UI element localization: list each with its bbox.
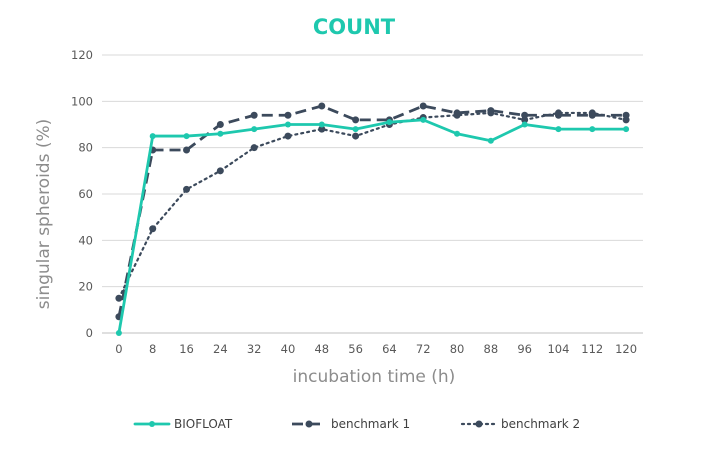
point-benchmark-2-56 bbox=[352, 132, 360, 140]
x-tick-label-88: 88 bbox=[484, 342, 499, 356]
legend-marker-benchmark-2 bbox=[475, 420, 483, 428]
y-tick-label-120: 120 bbox=[71, 48, 93, 62]
series-line-benchmark-2 bbox=[117, 111, 628, 300]
point-biofloat-120 bbox=[623, 126, 630, 133]
y-tick-label-0: 0 bbox=[86, 326, 93, 340]
point-biofloat-112 bbox=[589, 126, 596, 133]
x-tick-label-72: 72 bbox=[416, 342, 431, 356]
legend-label-benchmark-2: benchmark 2 bbox=[501, 417, 580, 431]
legend-item-benchmark-2: benchmark 2 bbox=[460, 417, 580, 431]
x-tick-label-56: 56 bbox=[348, 342, 363, 356]
y-tick-label-80: 80 bbox=[78, 141, 93, 155]
y-tick-label-40: 40 bbox=[78, 233, 93, 247]
y-tick-label-20: 20 bbox=[78, 280, 93, 294]
point-benchmark-1-96 bbox=[521, 111, 529, 119]
point-benchmark-1-32 bbox=[250, 111, 258, 119]
point-benchmark-1-80 bbox=[453, 109, 461, 117]
point-biofloat-48 bbox=[318, 121, 325, 128]
point-biofloat-96 bbox=[521, 121, 528, 128]
series-line-benchmark-1 bbox=[117, 104, 627, 318]
x-tick-label-104: 104 bbox=[547, 342, 569, 356]
series-lines bbox=[115, 102, 630, 336]
point-benchmark-2-48 bbox=[318, 125, 326, 133]
x-tick-label-112: 112 bbox=[581, 342, 603, 356]
point-benchmark-1-72 bbox=[419, 102, 427, 110]
legend-label-benchmark-1: benchmark 1 bbox=[331, 417, 410, 431]
point-benchmark-2-16 bbox=[183, 185, 191, 193]
point-biofloat-16 bbox=[183, 133, 190, 140]
point-biofloat-72 bbox=[420, 116, 427, 123]
chart-title: COUNT bbox=[313, 15, 396, 39]
point-benchmark-1-40 bbox=[284, 111, 292, 119]
point-benchmark-2-0 bbox=[115, 294, 123, 302]
x-tick-label-32: 32 bbox=[247, 342, 262, 356]
point-biofloat-24 bbox=[217, 130, 224, 137]
point-benchmark-2-8 bbox=[149, 225, 157, 233]
point-biofloat-56 bbox=[352, 126, 359, 133]
legend-marker-benchmark-1 bbox=[305, 420, 313, 428]
gridlines bbox=[102, 54, 643, 334]
point-biofloat-8 bbox=[149, 133, 156, 140]
point-biofloat-32 bbox=[251, 126, 258, 133]
point-benchmark-1-120 bbox=[622, 111, 630, 119]
point-benchmark-1-24 bbox=[216, 121, 224, 128]
x-tick-label-0: 0 bbox=[115, 342, 122, 356]
point-benchmark-1-56 bbox=[352, 116, 360, 124]
point-biofloat-40 bbox=[284, 121, 291, 128]
point-benchmark-2-24 bbox=[216, 167, 224, 175]
x-tick-label-120: 120 bbox=[615, 342, 637, 356]
point-benchmark-2-32 bbox=[250, 144, 258, 152]
point-benchmark-1-88 bbox=[487, 107, 495, 115]
x-tick-label-8: 8 bbox=[149, 342, 156, 356]
legend-label-biofloat: BIOFLOAT bbox=[174, 417, 233, 431]
y-axis-ticks: 0 20 40 60 80 100 120 bbox=[71, 48, 93, 340]
x-tick-label-24: 24 bbox=[213, 342, 228, 356]
x-axis-label: incubation time (h) bbox=[293, 367, 456, 387]
legend-marker-biofloat bbox=[149, 421, 155, 427]
point-benchmark-1-112 bbox=[588, 111, 596, 119]
y-tick-label-100: 100 bbox=[71, 94, 93, 108]
point-benchmark-1-104 bbox=[554, 111, 562, 119]
x-tick-label-40: 40 bbox=[281, 342, 296, 356]
x-tick-label-16: 16 bbox=[179, 342, 194, 356]
x-tick-label-64: 64 bbox=[382, 342, 397, 356]
point-biofloat-88 bbox=[487, 137, 494, 144]
y-axis-label: singular spheroids (%) bbox=[34, 119, 54, 310]
point-benchmark-2-40 bbox=[284, 132, 292, 140]
legend-item-biofloat: BIOFLOAT bbox=[133, 417, 233, 431]
series-line-biofloat bbox=[117, 118, 628, 335]
point-benchmark-1-48 bbox=[318, 102, 326, 110]
y-tick-label-60: 60 bbox=[78, 187, 93, 201]
point-biofloat-0 bbox=[115, 330, 122, 336]
series-biofloat bbox=[115, 116, 630, 336]
x-tick-label-80: 80 bbox=[450, 342, 465, 356]
series-benchmark-2 bbox=[115, 109, 630, 302]
x-tick-label-96: 96 bbox=[517, 342, 532, 356]
legend: BIOFLOAT benchmark 1 benchmark 2 bbox=[133, 417, 580, 431]
x-tick-label-48: 48 bbox=[314, 342, 329, 356]
point-biofloat-64 bbox=[386, 119, 393, 126]
point-benchmark-1-16 bbox=[183, 146, 191, 154]
point-biofloat-80 bbox=[454, 130, 461, 137]
point-biofloat-104 bbox=[555, 126, 562, 133]
x-axis-ticks: 0 8 16 24 32 40 48 56 64 72 80 88 96 104 112 120 bbox=[115, 342, 637, 356]
legend-item-benchmark-1: benchmark 1 bbox=[292, 417, 410, 431]
